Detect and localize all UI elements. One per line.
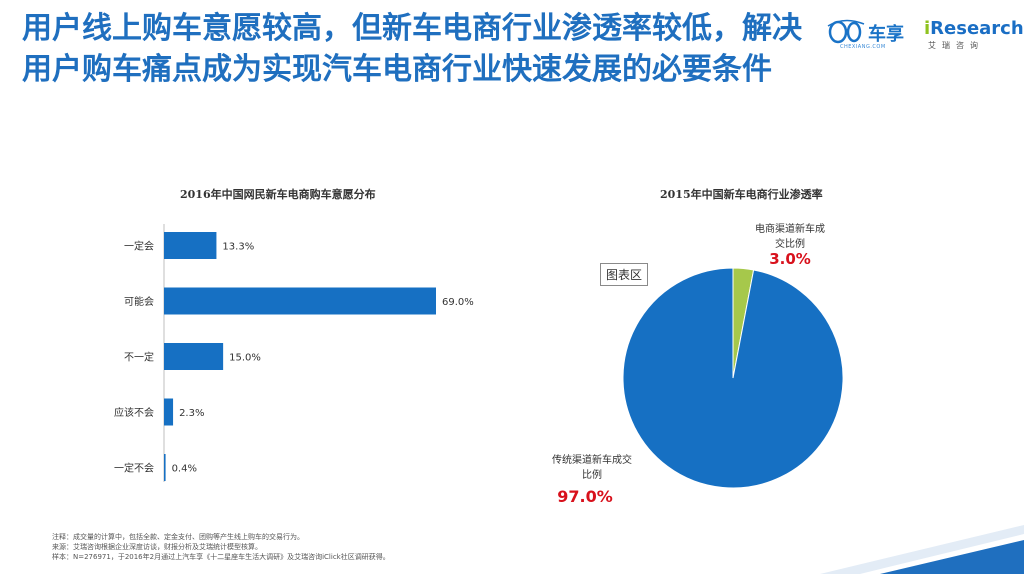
footnote-note: 注释：成交量的计算中，包括全款、定金支付、团购等产生线上购车的交易行为。 bbox=[52, 533, 304, 541]
page-title: 用户线上购车意愿较高，但新车电商行业渗透率较低，解决用户购车痛点成为实现汽车电商… bbox=[22, 11, 802, 87]
bar bbox=[164, 398, 174, 426]
chexiang-swoosh-icon bbox=[827, 19, 865, 44]
pie-slice bbox=[622, 267, 844, 489]
pie-value-traditional: 97.0% bbox=[557, 487, 613, 506]
bar-value-label: 2.3% bbox=[179, 408, 204, 419]
bar-chart: 一定会 13.3% 可能会 69.0% 不一定 15.0% 应该不会 2.3% 一定不会 0.4% bbox=[114, 224, 474, 482]
bar-category-label: 不一定 bbox=[124, 351, 154, 364]
bar bbox=[164, 454, 166, 481]
bar-chart-title: 2016年中国网民新车电商购车意愿分布 bbox=[180, 188, 376, 201]
footnotes: 注释：成交量的计算中，包括全款、定金支付、团购等产生线上购车的交易行为。 来源：… bbox=[52, 532, 390, 562]
iresearch-logo-text: Research bbox=[930, 18, 1024, 39]
bar-category-label: 可能会 bbox=[124, 295, 154, 308]
footnote-sample: 样本：N=276971，于2016年2月通过上汽车享《十二星座车生活大调研》及艾… bbox=[52, 553, 390, 561]
bar-value-label: 15.0% bbox=[229, 353, 261, 364]
bar bbox=[164, 232, 217, 259]
chexiang-logo: 车享 CHEXIANG.COM bbox=[826, 14, 916, 60]
pie-value-ecommerce: 3.0% bbox=[769, 250, 811, 268]
pie-label-traditional: 传统渠道新车成交比例 97.0% bbox=[537, 453, 647, 505]
pie-label-ecommerce-text: 电商渠道新车成交比例 bbox=[755, 224, 825, 250]
bar-category-label: 应该不会 bbox=[114, 406, 154, 419]
pie-label-traditional-text: 传统渠道新车成交比例 bbox=[552, 455, 632, 481]
pie-chart bbox=[622, 267, 844, 489]
iresearch-logo-sub: 艾瑞咨询 bbox=[928, 41, 984, 50]
pie-chart-title: 2015年中国新车电商行业渗透率 bbox=[660, 188, 823, 201]
bar bbox=[164, 287, 436, 315]
bar-category-label: 一定不会 bbox=[114, 462, 154, 475]
pie-label-ecommerce: 电商渠道新车成交比例 3.0% bbox=[735, 222, 845, 267]
bar-value-label: 13.3% bbox=[222, 242, 254, 253]
footer-stripe-light bbox=[820, 525, 1024, 574]
footnote-source: 来源：艾瑞咨询根据企业深度访谈，财报分析及艾瑞统计模型核算。 bbox=[52, 543, 262, 551]
bar-category-label: 一定会 bbox=[124, 240, 154, 253]
logos: 车享 CHEXIANG.COM iResearch 艾瑞咨询 bbox=[826, 14, 1024, 64]
chexiang-logo-text: 车享 bbox=[868, 24, 904, 45]
bar-value-label: 0.4% bbox=[172, 464, 197, 475]
bar-value-label: 69.0% bbox=[442, 297, 474, 308]
chart-area-tag: 图表区 bbox=[600, 263, 649, 286]
iresearch-logo: iResearch 艾瑞咨询 bbox=[924, 18, 1024, 51]
chexiang-logo-sub: CHEXIANG.COM bbox=[840, 44, 886, 50]
bar bbox=[164, 343, 224, 370]
iresearch-logo-i: i bbox=[924, 18, 931, 39]
footer-stripe-blue bbox=[880, 540, 1024, 574]
